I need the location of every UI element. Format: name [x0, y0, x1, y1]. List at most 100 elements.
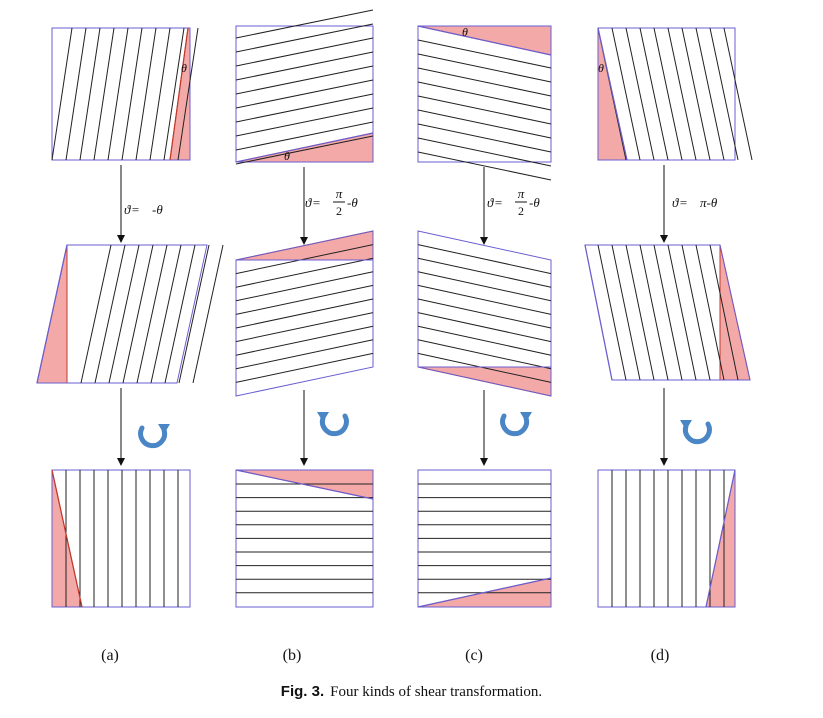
hatch-line [136, 244, 168, 384]
rotate-arrowhead [520, 412, 532, 422]
hatch-line [177, 27, 199, 161]
panel-frame [417, 25, 552, 163]
hatch-line [417, 257, 552, 288]
hatch-line [417, 81, 552, 111]
caption-label: Fig. 3. [280, 683, 325, 700]
hatch-line [107, 27, 129, 161]
hatch-line [417, 312, 552, 343]
hatch-line [417, 39, 552, 69]
hatch-line [235, 244, 374, 275]
hatch-line [723, 27, 753, 161]
hatch-line [149, 27, 171, 161]
hatch-line [417, 151, 552, 181]
hatch-line [681, 27, 711, 161]
formula-denominator: 2 [336, 204, 342, 218]
hatch-line [667, 27, 697, 161]
panel-frame [235, 469, 374, 608]
hatch-line [235, 132, 374, 163]
hatch-line [65, 27, 87, 161]
hatch-line [135, 27, 157, 161]
hatch-line [417, 53, 552, 83]
panel-frame [51, 27, 191, 161]
panel-b: θ ϑ = π 2 -θ (b) [235, 9, 374, 664]
formula-part: = [312, 195, 321, 210]
panel-a: θ ϑ = -θ (a) [36, 27, 224, 664]
formula-part: -θ [152, 202, 163, 217]
hatch-line [192, 244, 224, 384]
hatch-line [235, 23, 374, 53]
hatch-line [681, 244, 711, 381]
hatch-line [93, 27, 115, 161]
panel-frame [235, 25, 374, 163]
formula-part: ϑ [672, 195, 679, 210]
hatch-line [235, 352, 374, 383]
hatch-line [417, 137, 552, 167]
hatch-line [235, 257, 374, 288]
arrowhead [480, 458, 488, 466]
hatch-line [178, 244, 210, 384]
hatch-line [121, 27, 143, 161]
hatch-line [108, 244, 140, 384]
hatch-line [235, 284, 374, 315]
hatch-line [235, 37, 374, 67]
hatch-line [417, 325, 552, 356]
rotate-arrowhead [680, 420, 692, 430]
panel-frame [417, 230, 552, 397]
formula-c: ϑ = π 2 -θ [487, 186, 540, 218]
hatch-line [417, 271, 552, 302]
panel-frame [597, 27, 736, 161]
shear-edge [51, 469, 83, 608]
panel-c: θ ϑ = π 2 -θ (c) [417, 25, 552, 664]
formula-part: -θ [347, 195, 358, 210]
hatch-line [235, 121, 374, 151]
figure-caption: Fig. 3. Four kinds of shear transformatio… [0, 683, 823, 701]
formula-d: ϑ = π-θ [672, 195, 718, 210]
hatch-line [653, 27, 683, 161]
formula-part: -θ [529, 195, 540, 210]
hatch-line [51, 27, 73, 161]
hatch-line [122, 244, 154, 384]
rotate-arrow-icon [682, 421, 712, 445]
hatch-line [235, 93, 374, 123]
panel-label-d: (d) [651, 647, 670, 664]
theta-label: θ [462, 25, 468, 39]
formula-part: ϑ [124, 202, 131, 217]
hatch-line [94, 244, 126, 384]
hatch-line [611, 27, 641, 161]
formula-part: π-θ [700, 195, 718, 210]
arrowhead [300, 458, 308, 466]
hatch-line [235, 271, 374, 302]
rotate-arrowhead [317, 412, 329, 422]
hatch-line [597, 27, 628, 161]
hatch-line [695, 27, 725, 161]
hatch-line [417, 352, 552, 383]
hatch-line [417, 284, 552, 315]
theta-label: θ [181, 61, 187, 75]
panel-d: θ ϑ = π-θ (d) [584, 27, 753, 664]
panel-label-a: (a) [101, 647, 119, 664]
rotate-arrow-icon [500, 413, 530, 437]
hatch-line [79, 27, 101, 161]
panel-frame [235, 230, 374, 397]
hatch-line [235, 135, 374, 165]
hatch-line [235, 325, 374, 356]
hatch-line [611, 244, 641, 381]
hatch-line [36, 244, 68, 384]
hatch-line [417, 123, 552, 153]
shear-edge [169, 27, 189, 161]
hatch-line [150, 244, 182, 384]
hatch-line [80, 244, 112, 384]
formula-part: ϑ [487, 195, 494, 210]
hatch-line [709, 244, 739, 381]
hatch-line [235, 79, 374, 109]
hatch-line [417, 109, 552, 139]
formula-part: = [679, 195, 688, 210]
hatch-line [417, 339, 552, 370]
hatch-line [235, 51, 374, 81]
panel-frame [597, 469, 736, 608]
theta-label: θ [598, 61, 604, 75]
theta-label: θ [284, 149, 290, 163]
formula-part: ϑ [305, 195, 312, 210]
arrowhead [660, 458, 668, 466]
